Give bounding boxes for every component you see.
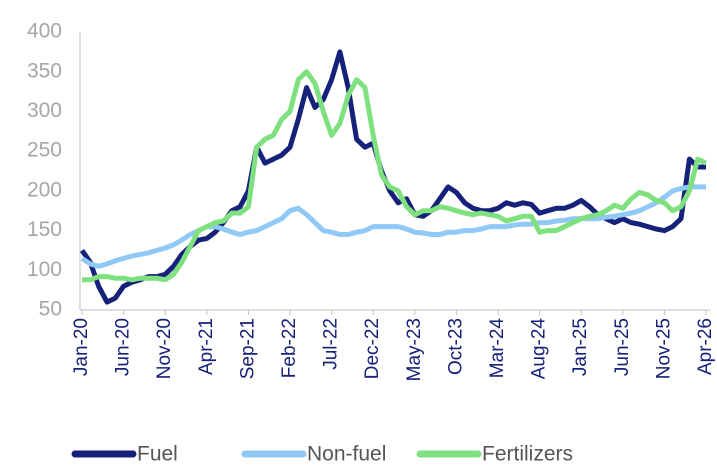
y-tick-label: 50 (39, 298, 62, 321)
y-tick-label: 200 (27, 178, 62, 201)
x-tick-label: Apr-26 (695, 318, 716, 375)
series-line (80, 184, 706, 269)
x-tick-label: Mar-24 (487, 318, 508, 379)
legend-label: Non-fuel (307, 443, 386, 466)
y-tick-label: 150 (27, 218, 62, 241)
x-tick-label: Jan-20 (71, 318, 92, 376)
series-line (82, 69, 708, 283)
x-tick-label: Apr-21 (196, 318, 217, 375)
y-tick-label: 250 (27, 139, 62, 162)
x-tick-label: Sep-21 (237, 318, 258, 379)
x-tick-label: Aug-24 (529, 318, 550, 380)
y-tick-label: 300 (27, 99, 62, 122)
x-tick-label: Jun-20 (113, 318, 134, 376)
y-tick-label: 100 (27, 258, 62, 281)
legend-label: Fertilizers (482, 443, 573, 466)
x-tick-label: Dec-22 (362, 318, 383, 379)
x-tick-label: May-23 (404, 318, 425, 381)
x-tick-label: Oct-23 (445, 318, 466, 375)
y-tick-label: 400 (27, 20, 62, 43)
x-tick-label: Jul-22 (321, 318, 342, 370)
x-tick-label: Nov-25 (653, 318, 674, 379)
x-tick-label: Feb-22 (279, 318, 300, 378)
x-tick-label: Nov-20 (154, 318, 175, 379)
series-line (79, 49, 706, 305)
legend-label: Fuel (137, 443, 178, 466)
x-tick-label: Jan-25 (570, 318, 591, 376)
x-tick-label: Jun-25 (612, 318, 633, 376)
y-tick-label: 350 (27, 59, 62, 82)
